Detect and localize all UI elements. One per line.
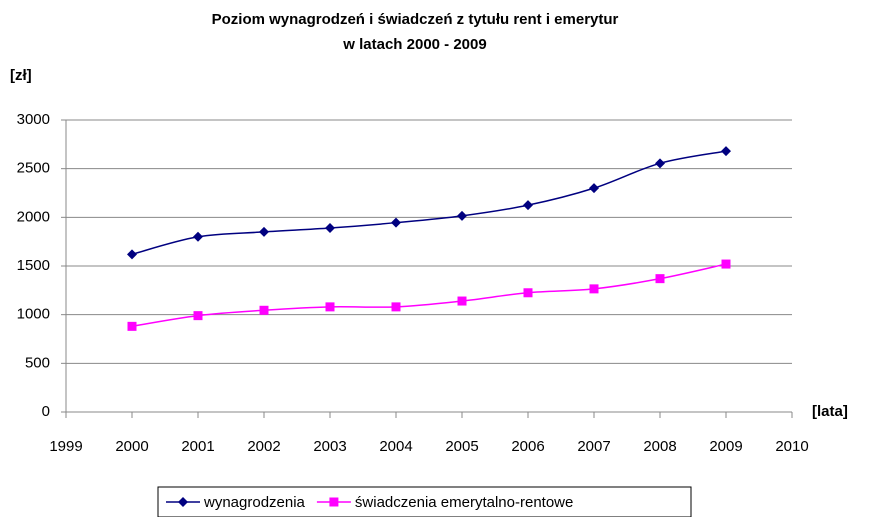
- marker: [457, 296, 467, 306]
- marker: [325, 302, 335, 312]
- x-tick-label: 2009: [709, 438, 742, 455]
- marker: [193, 231, 203, 242]
- x-tick-label: 2006: [511, 438, 544, 455]
- marker: [391, 302, 401, 312]
- x-tick-label: 2002: [247, 438, 280, 455]
- y-tick-label: 1500: [17, 257, 50, 274]
- x-tick-label: 2010: [775, 438, 808, 455]
- series-line: [131, 150, 727, 256]
- x-tick-label: 2001: [181, 438, 214, 455]
- marker: [457, 210, 467, 221]
- marker: [259, 226, 269, 237]
- marker: [721, 259, 731, 269]
- marker: [127, 249, 137, 260]
- marker: [655, 158, 665, 169]
- marker: [589, 284, 599, 294]
- x-tick-label: 1999: [49, 438, 82, 455]
- x-tick-label: 2008: [643, 438, 676, 455]
- y-tick-label: 1000: [17, 306, 50, 323]
- marker: [523, 288, 533, 298]
- marker: [178, 497, 188, 507]
- y-tick-label: 3000: [17, 111, 50, 128]
- marker: [193, 311, 203, 321]
- y-tick-label: 500: [25, 354, 50, 371]
- marker: [655, 274, 665, 284]
- y-axis-label: [zł]: [10, 67, 32, 84]
- x-tick-label: 2003: [313, 438, 346, 455]
- marker: [721, 146, 731, 157]
- y-tick-label: 2500: [17, 160, 50, 177]
- marker: [523, 200, 533, 211]
- x-tick-label: 2000: [115, 438, 148, 455]
- series-line: [131, 263, 727, 328]
- x-tick-label: 2005: [445, 438, 478, 455]
- marker: [325, 223, 335, 234]
- marker: [127, 321, 137, 331]
- chart-subtitle: w latach 2000 - 2009: [342, 36, 486, 53]
- marker: [391, 217, 401, 228]
- legend-label: świadczenia emerytalno-rentowe: [355, 494, 573, 511]
- marker: [259, 305, 269, 315]
- x-tick-label: 2007: [577, 438, 610, 455]
- legend-label: wynagrodzenia: [203, 494, 306, 511]
- x-tick-label: 2004: [379, 438, 412, 455]
- marker: [589, 183, 599, 194]
- y-tick-label: 0: [42, 403, 50, 420]
- y-tick-label: 2000: [17, 208, 50, 225]
- chart-title: Poziom wynagrodzeń i świadczeń z tytułu …: [212, 11, 619, 28]
- x-axis-label: [lata]: [812, 403, 848, 420]
- marker: [329, 497, 339, 507]
- legend-box: [157, 486, 692, 517]
